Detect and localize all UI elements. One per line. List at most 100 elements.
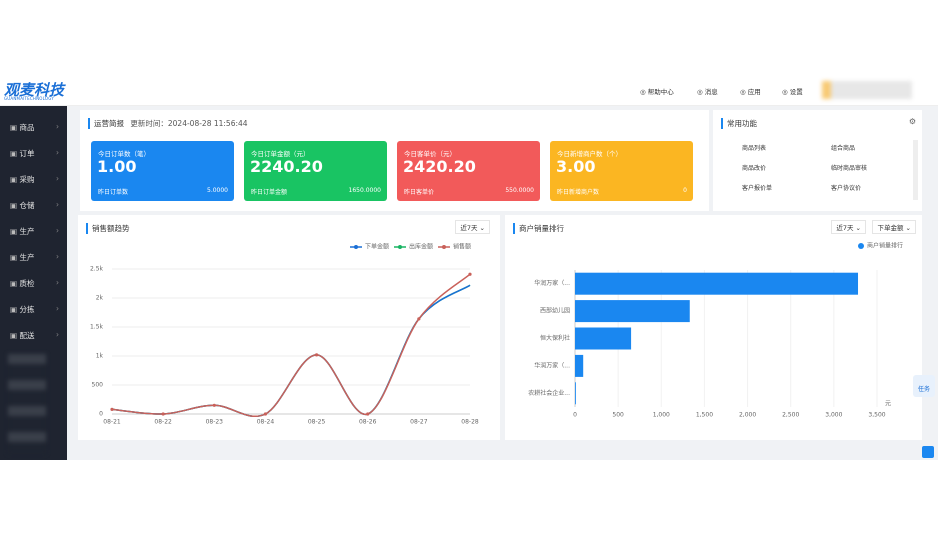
card-sub-label: 昨日客单价 bbox=[404, 189, 435, 196]
stat-card: 今日订单金额（元） 2240.20 昨日订单金额 1650.0000 bbox=[244, 141, 387, 201]
menu-arrow: › bbox=[56, 304, 59, 313]
header-link[interactable]: ◎ 设置 bbox=[782, 86, 803, 96]
x-tick-label: 08-26 bbox=[359, 419, 377, 426]
link-text: 设置 bbox=[789, 88, 803, 96]
shortcut[interactable]: 商品列表 bbox=[742, 145, 767, 152]
shortcut[interactable]: 客户协议价 bbox=[831, 185, 862, 192]
range-select[interactable]: 近7天 ⌄ bbox=[455, 220, 490, 234]
y-tick-label: 西部幼儿园 bbox=[540, 307, 570, 315]
card-sub-value: 550.0000 bbox=[505, 187, 534, 194]
card-sub-label: 昨日订单金额 bbox=[251, 189, 288, 196]
bar bbox=[575, 382, 576, 405]
link-icon: ◎ bbox=[697, 88, 705, 96]
point bbox=[263, 412, 268, 416]
user-avatar[interactable] bbox=[822, 81, 912, 99]
menu-item[interactable]: ▣ 采购 › bbox=[10, 174, 59, 185]
menu-icon: ▣ bbox=[10, 201, 20, 210]
card-label: 今日新增商户数（个） bbox=[557, 150, 622, 158]
point bbox=[110, 407, 114, 411]
menu-icon: ▣ bbox=[10, 149, 20, 158]
menu-text: 生产 bbox=[19, 227, 35, 236]
menu-item[interactable]: ▣ 质检 › bbox=[10, 278, 59, 289]
card-sub-value: 1650.0000 bbox=[348, 187, 381, 194]
card-value: 3.00 bbox=[556, 157, 596, 176]
y-tick-label: 农耕社会企业... bbox=[528, 389, 570, 397]
range-select[interactable]: 近7天 ⌄ bbox=[831, 220, 866, 234]
shortcut[interactable]: 客户报价单 bbox=[742, 185, 773, 192]
panel-title: 商户销量排行 bbox=[513, 223, 564, 234]
y-tick-label: 2k bbox=[96, 295, 104, 302]
menu-icon: ▣ bbox=[10, 175, 20, 184]
header-link[interactable]: ◎ 消息 bbox=[697, 86, 718, 96]
link-icon: ◎ bbox=[782, 88, 790, 96]
menu-arrow: › bbox=[56, 226, 59, 235]
point bbox=[212, 403, 216, 407]
shortcuts-panel: 常用功能 ⚙ 商品列表 组合商品 商品改价 临时商品审核 客户报价单 客户协议价 bbox=[713, 110, 922, 211]
card-value: 1.00 bbox=[97, 157, 137, 176]
y-tick-label: 2.5k bbox=[90, 266, 104, 273]
menu-text: 质检 bbox=[19, 279, 35, 288]
x-tick-label: 3,000 bbox=[825, 412, 842, 419]
x-tick-label: 1,500 bbox=[696, 412, 713, 419]
y-tick-label: 500 bbox=[92, 382, 104, 389]
x-tick-label: 2,500 bbox=[782, 412, 799, 419]
legend-label: 出库金额 bbox=[409, 243, 433, 251]
sidebar: ▣ 商品 › ▣ 订单 › ▣ 采购 › ▣ 仓储 › ▣ 生产 › ▣ 生产 › ▣ 质检 › ▣ 分拣 ›… bbox=[0, 106, 67, 460]
menu-item[interactable]: ▣ 配送 › bbox=[10, 330, 59, 341]
x-tick-label: 0 bbox=[573, 412, 577, 419]
card-sub-value: 0 bbox=[683, 187, 687, 194]
menu-text: 配送 bbox=[19, 331, 35, 340]
card-sub-label: 昨日订单数 bbox=[98, 189, 129, 196]
link-text: 帮助中心 bbox=[647, 88, 674, 96]
range: 近7天 bbox=[460, 224, 478, 232]
link-icon: ◎ bbox=[740, 88, 748, 96]
menu-text: 商品 bbox=[19, 123, 35, 132]
shortcut[interactable]: 组合商品 bbox=[831, 145, 856, 152]
x-tick-label: 3,500 bbox=[868, 412, 885, 419]
menu-item[interactable]: ▣ 仓储 › bbox=[10, 200, 59, 211]
panel-title: 运营简报 更新时间：2024-08-28 11:56:44 bbox=[88, 118, 248, 129]
y-tick-label: 华润万家（... bbox=[534, 361, 570, 369]
legend-label: 销售额 bbox=[453, 243, 471, 251]
metric-select[interactable]: 下单金额 ⌄ bbox=[872, 220, 916, 234]
line-chart: 0 500 1k 1.5k 2k 2.5k 08-21 08-22 08-23 08-24 08-2… bbox=[90, 243, 479, 426]
help-button[interactable] bbox=[922, 446, 934, 458]
x-tick-label: 08-25 bbox=[308, 419, 326, 426]
settings-icon[interactable]: ⚙ bbox=[908, 117, 916, 126]
menu-icon: ▣ bbox=[10, 253, 20, 262]
scrollbar bbox=[913, 140, 918, 200]
menu-text: 订单 bbox=[19, 149, 35, 158]
menu-item[interactable]: ▣ 生产 › bbox=[10, 252, 59, 263]
x-tick-label: 1,000 bbox=[653, 412, 670, 419]
overview-panel: 运营简报 更新时间：2024-08-28 11:56:44 今日订单数（笔） 1.… bbox=[80, 110, 709, 211]
header-link[interactable]: ◎ 应用 bbox=[740, 86, 761, 96]
bar bbox=[575, 327, 632, 350]
menu-icon: ▣ bbox=[10, 279, 20, 288]
x-tick-label: 08-28 bbox=[461, 419, 479, 426]
x-tick-label: 08-24 bbox=[257, 419, 275, 426]
menu-item[interactable]: ▣ 分拣 › bbox=[10, 304, 59, 315]
menu-text: 生产 bbox=[19, 253, 35, 262]
y-tick-label: 恒大保利社 bbox=[540, 334, 570, 342]
header-link[interactable]: ◎ 帮助中心 bbox=[640, 86, 674, 96]
menu-item[interactable]: ▣ 生产 › bbox=[10, 226, 59, 237]
point bbox=[468, 272, 472, 276]
shortcut[interactable]: 商品改价 bbox=[742, 165, 767, 172]
menu-arrow: › bbox=[56, 278, 59, 287]
task-button[interactable]: 任务 bbox=[913, 375, 935, 397]
shortcut[interactable]: 临时商品审核 bbox=[831, 165, 868, 172]
card-value: 2240.20 bbox=[250, 157, 323, 176]
x-tick-label: 08-22 bbox=[154, 419, 172, 426]
card-label: 今日订单金额（元） bbox=[251, 150, 310, 158]
x-tick-label: 08-21 bbox=[103, 419, 121, 426]
legend-label: 下单金额 bbox=[365, 243, 389, 251]
link-text: 消息 bbox=[704, 88, 718, 96]
bar bbox=[575, 300, 690, 323]
bar bbox=[575, 272, 859, 295]
menu-item[interactable]: ▣ 商品 › bbox=[10, 122, 59, 133]
x-tick-label: 08-27 bbox=[410, 419, 428, 426]
link-icon: ◎ bbox=[640, 88, 648, 96]
menu-item[interactable]: ▣ 订单 › bbox=[10, 148, 59, 159]
